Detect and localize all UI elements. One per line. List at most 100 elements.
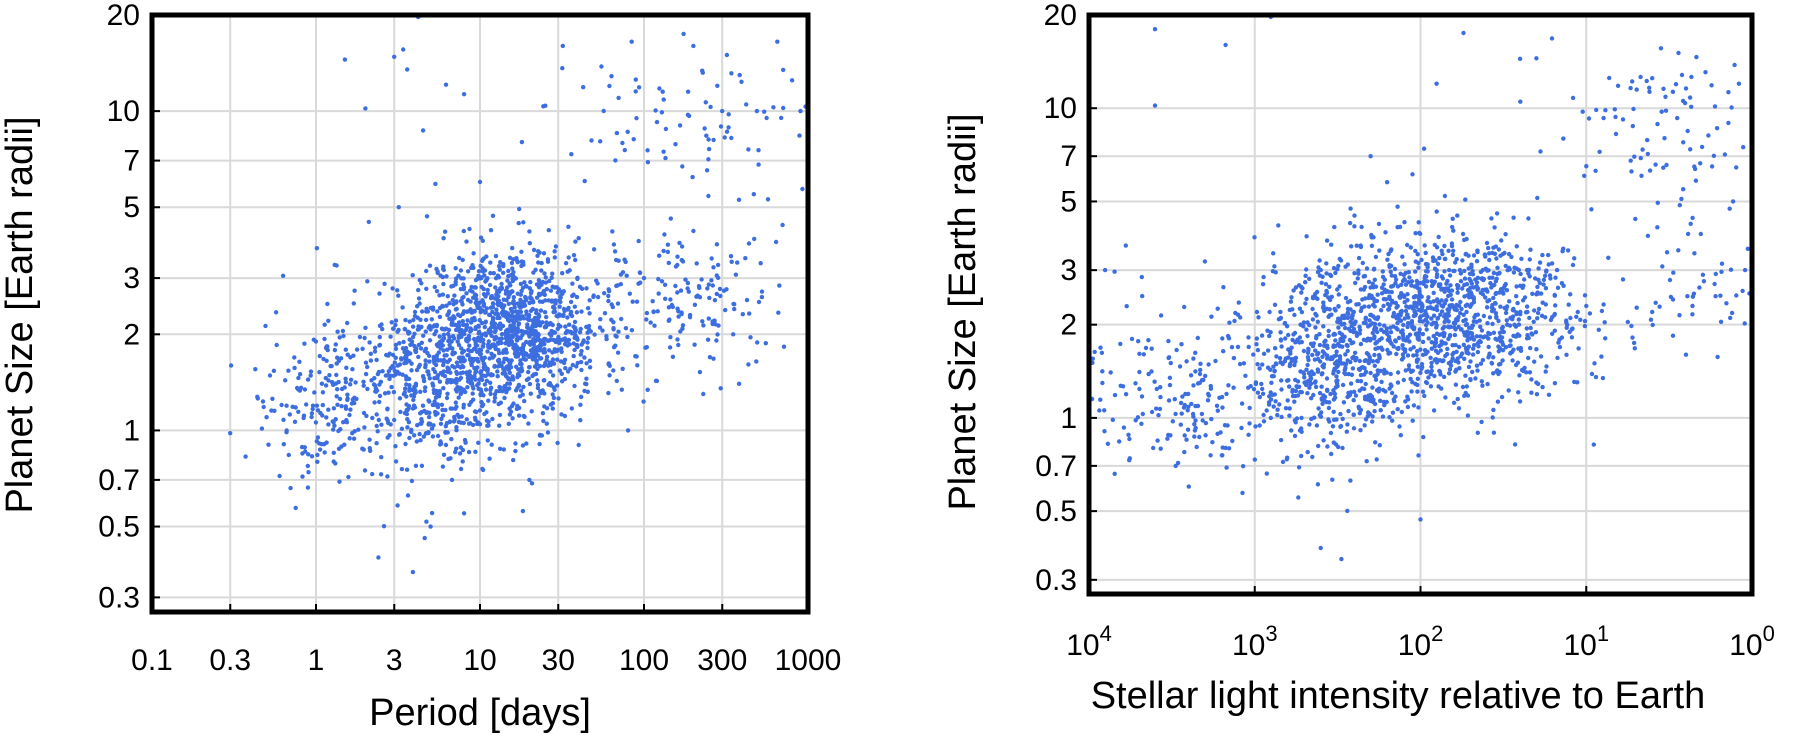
data-point	[685, 286, 690, 291]
data-point	[1458, 271, 1464, 276]
data-point	[1426, 295, 1431, 300]
data-point	[1357, 331, 1363, 336]
data-point	[1528, 345, 1533, 351]
data-point	[1603, 336, 1608, 341]
data-point	[781, 67, 786, 73]
data-point	[424, 410, 429, 416]
data-point	[444, 274, 449, 279]
data-point	[1301, 371, 1307, 377]
data-point	[395, 288, 400, 293]
data-point	[1478, 334, 1483, 339]
data-point	[476, 273, 481, 279]
data-point	[1415, 252, 1420, 257]
data-point	[520, 347, 526, 352]
data-point	[1356, 366, 1362, 372]
data-point	[1537, 280, 1543, 286]
data-point	[625, 334, 630, 340]
x-tick-base: 10	[1563, 629, 1596, 662]
data-point	[1394, 351, 1399, 357]
data-point	[1420, 303, 1425, 308]
data-point	[393, 444, 398, 449]
data-point	[1342, 370, 1347, 376]
data-point	[336, 446, 342, 451]
data-point	[706, 146, 712, 152]
data-point	[1227, 320, 1232, 325]
data-point	[1540, 384, 1545, 390]
data-point	[382, 281, 387, 286]
data-point	[367, 446, 372, 451]
data-point	[709, 256, 714, 261]
data-point	[1296, 283, 1302, 288]
data-point	[527, 365, 532, 370]
data-point	[1275, 412, 1280, 418]
data-point	[1278, 360, 1283, 365]
data-point	[1690, 312, 1695, 317]
data-point	[1381, 303, 1386, 309]
data-point	[537, 363, 543, 369]
data-point	[668, 297, 673, 302]
data-point	[657, 253, 662, 258]
data-point	[420, 128, 426, 133]
data-point	[1372, 401, 1378, 407]
data-point	[1499, 335, 1505, 340]
data-point	[1292, 312, 1297, 318]
data-point	[1287, 413, 1292, 418]
data-point	[1692, 251, 1697, 256]
data-point	[441, 386, 446, 391]
data-point	[1410, 172, 1415, 177]
data-point	[1257, 394, 1263, 400]
data-point	[1287, 406, 1292, 411]
data-point	[1524, 370, 1529, 375]
data-point	[552, 249, 557, 254]
data-point	[427, 338, 433, 343]
data-point	[1522, 277, 1527, 282]
data-point	[1398, 433, 1404, 438]
data-point	[1310, 454, 1315, 460]
data-point	[1285, 398, 1290, 403]
x-tick-label: 101	[1563, 621, 1609, 662]
data-point	[417, 301, 422, 306]
data-point	[1235, 344, 1241, 350]
data-point	[756, 148, 761, 153]
data-point	[440, 304, 446, 309]
data-point	[1345, 315, 1351, 321]
data-point	[568, 329, 574, 335]
data-point	[1307, 422, 1312, 427]
data-point	[708, 104, 713, 110]
data-point	[491, 342, 497, 347]
data-point	[537, 322, 542, 327]
data-point	[1133, 381, 1138, 386]
data-point	[1500, 324, 1506, 330]
data-point	[438, 346, 443, 351]
data-point	[1246, 432, 1251, 437]
data-point	[1484, 305, 1490, 310]
data-point	[1529, 377, 1534, 382]
data-point	[531, 247, 537, 253]
data-point	[631, 137, 636, 142]
data-point	[1149, 369, 1154, 374]
data-point	[499, 336, 504, 341]
data-point	[555, 357, 560, 362]
data-point	[1339, 556, 1344, 562]
data-point	[1399, 357, 1405, 362]
data-point	[1677, 203, 1683, 208]
data-point	[1332, 395, 1338, 400]
data-point	[527, 229, 532, 234]
data-point	[1582, 323, 1588, 329]
data-point	[1336, 304, 1341, 309]
data-point	[1292, 362, 1297, 368]
data-point	[454, 379, 459, 384]
data-point	[754, 108, 760, 114]
data-point	[627, 291, 632, 296]
data-point	[527, 477, 532, 483]
data-point	[1630, 79, 1635, 84]
data-point	[1464, 309, 1469, 315]
data-point	[488, 228, 494, 233]
data-point	[1385, 301, 1391, 307]
data-point	[556, 334, 561, 340]
data-point	[416, 296, 422, 301]
data-point	[1514, 294, 1519, 299]
data-point	[1528, 247, 1533, 252]
data-point	[1350, 366, 1356, 371]
data-point	[623, 259, 628, 265]
